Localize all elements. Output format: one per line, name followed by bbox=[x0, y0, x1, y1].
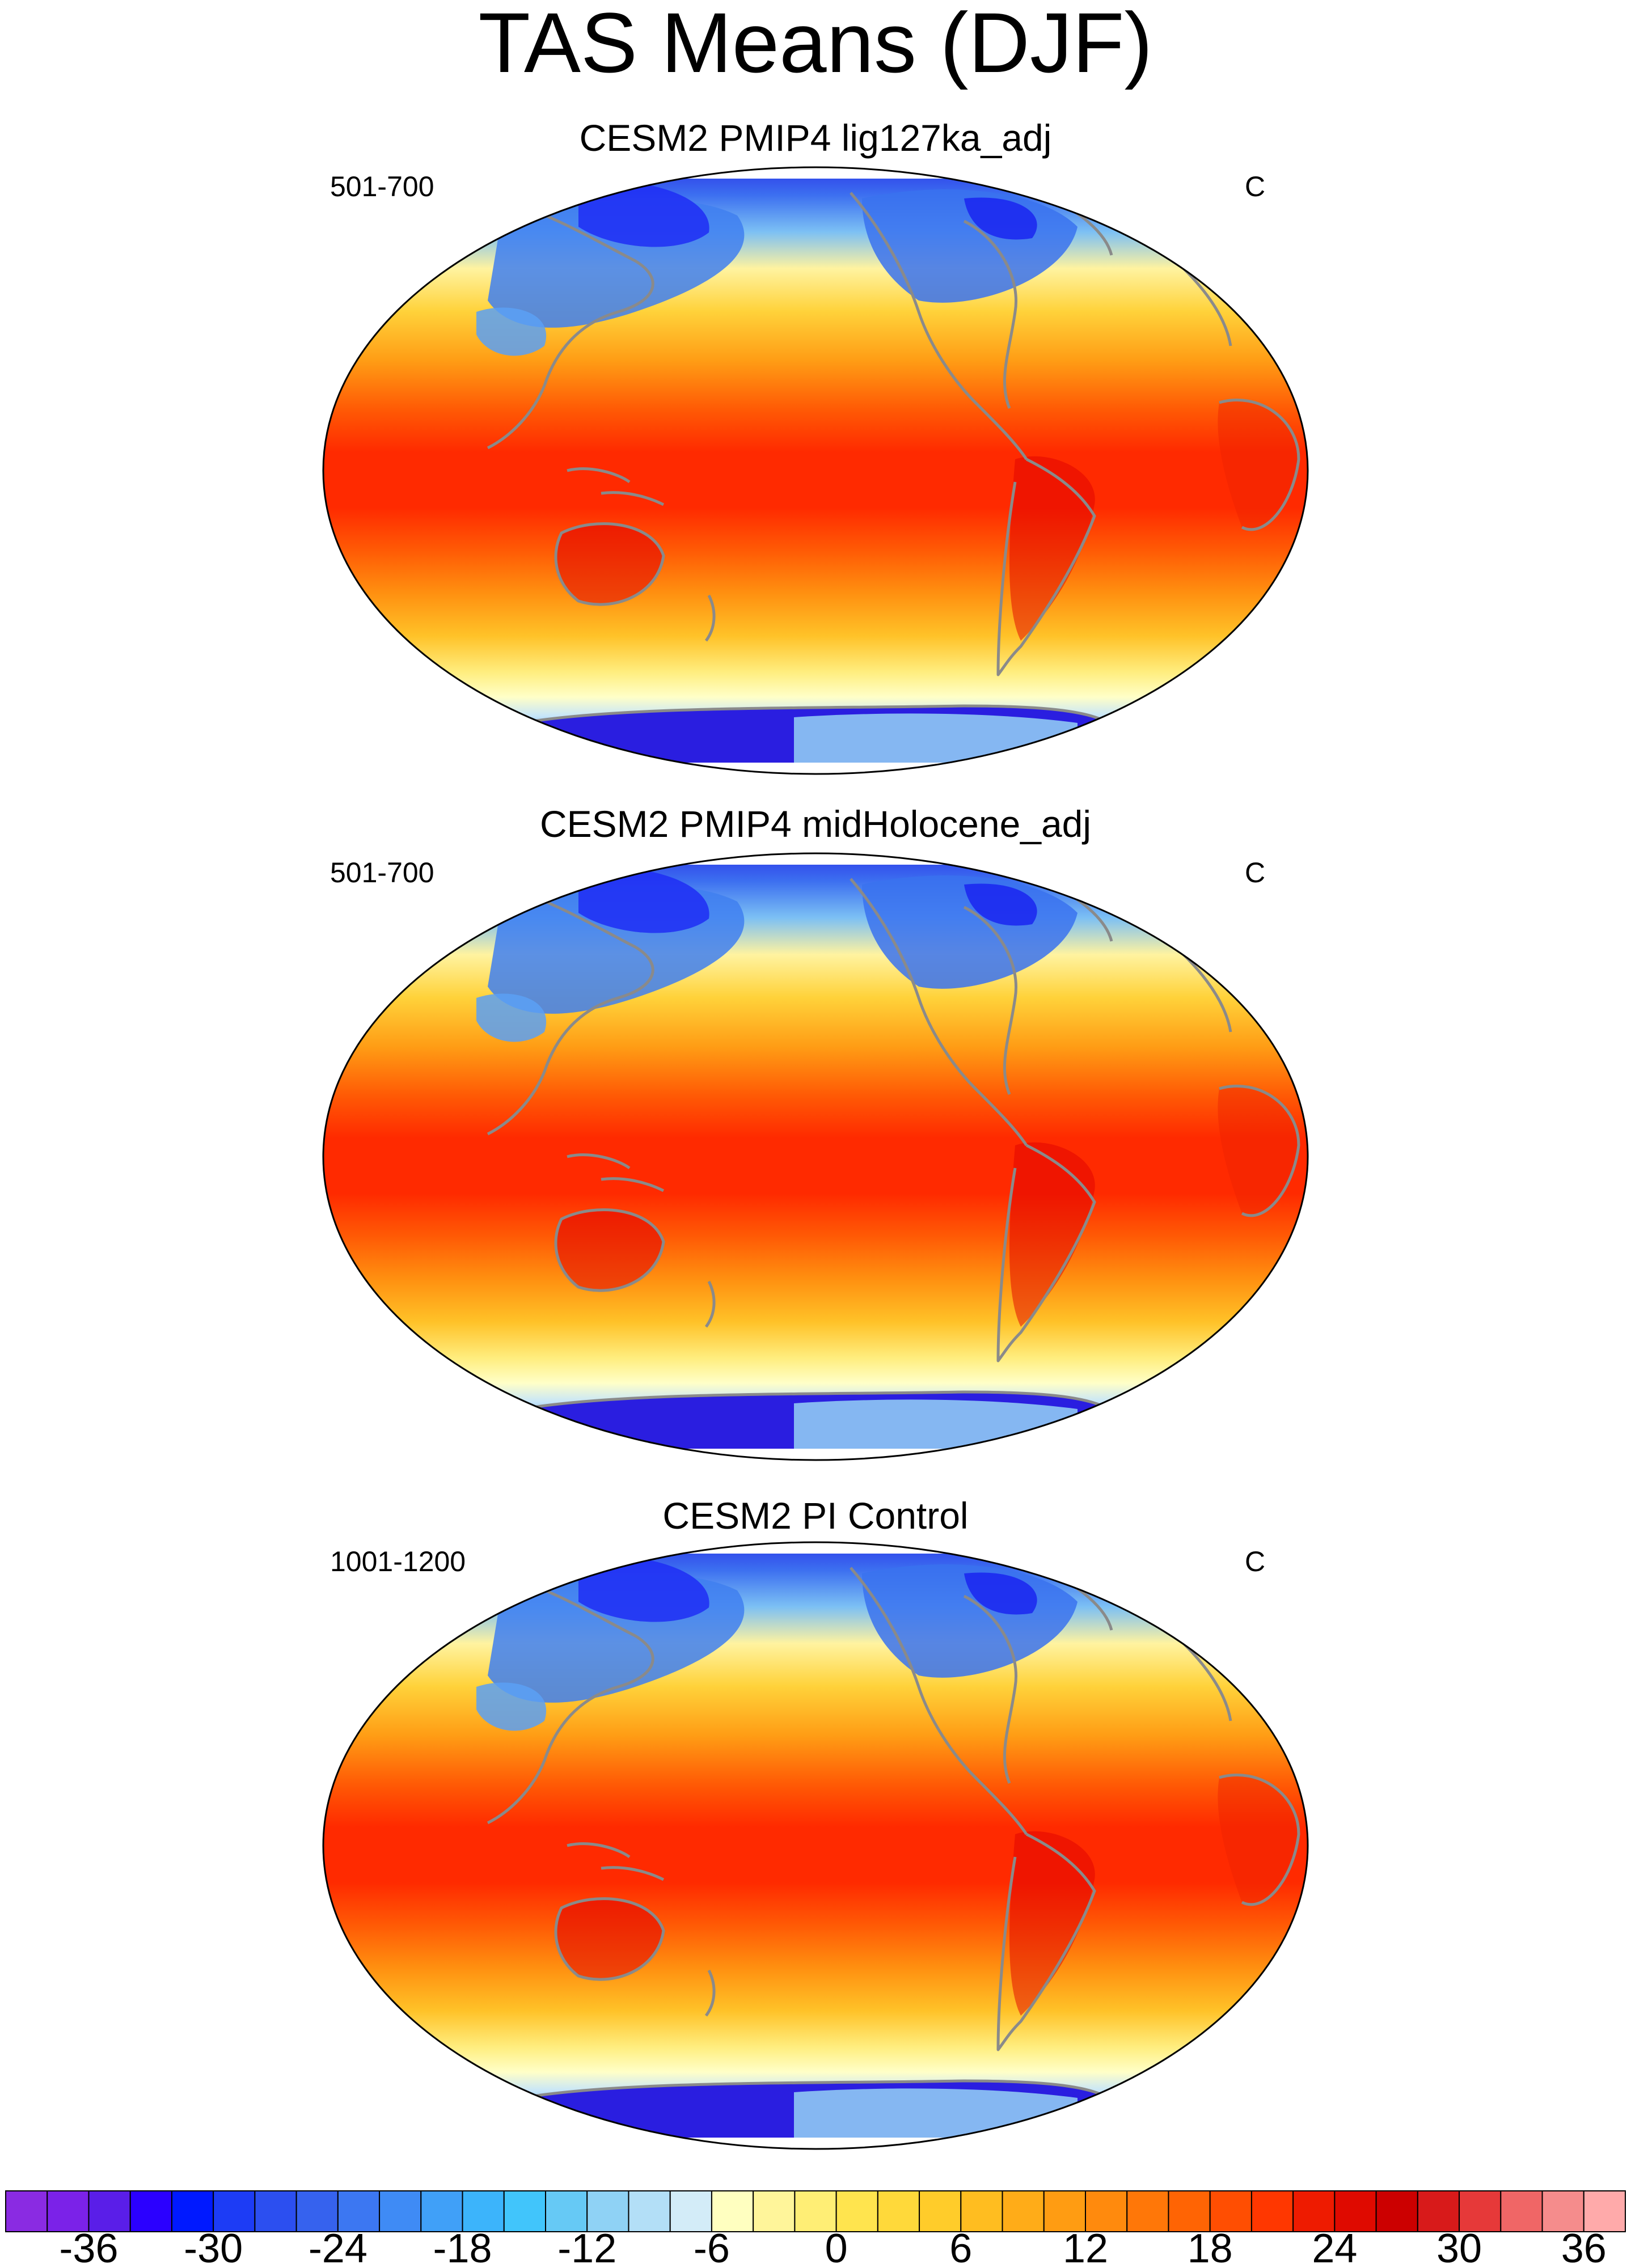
panel-2-period-label: 501-700 bbox=[330, 857, 434, 888]
colorbar-box bbox=[47, 2190, 90, 2232]
panel-1-title: CESM2 PMIP4 lig127ka_adj bbox=[579, 117, 1052, 159]
colorbar-tick-label: -18 bbox=[433, 2226, 492, 2268]
colorbar-box bbox=[1250, 2190, 1294, 2232]
colorbar-box bbox=[1459, 2190, 1502, 2232]
colorbar-box bbox=[88, 2190, 131, 2232]
colorbar-tick-label: -36 bbox=[59, 2226, 118, 2268]
colorbar-box bbox=[1085, 2190, 1128, 2232]
colorbar-tick-label: -6 bbox=[694, 2226, 730, 2268]
colorbar-box bbox=[129, 2190, 172, 2232]
colorbar-tick-label: 36 bbox=[1561, 2226, 1607, 2268]
colorbar-box bbox=[503, 2190, 546, 2232]
colorbar-box bbox=[5, 2190, 48, 2232]
colorbar-tick-label: -12 bbox=[557, 2226, 616, 2268]
colorbar-tick-label: -24 bbox=[309, 2226, 367, 2268]
colorbar-box bbox=[1168, 2190, 1211, 2232]
colorbar-tick-label: -30 bbox=[184, 2226, 243, 2268]
colorbar-box bbox=[1002, 2190, 1045, 2232]
colorbar-box bbox=[379, 2190, 422, 2232]
colorbar-box bbox=[1583, 2190, 1626, 2232]
panel-2-map bbox=[322, 852, 1309, 1461]
colorbar-box bbox=[1500, 2190, 1543, 2232]
colorbar-box bbox=[835, 2190, 878, 2232]
colorbar-box bbox=[1292, 2190, 1336, 2232]
panel-2-units-label: C bbox=[1245, 857, 1266, 888]
colorbar-tick-label: 12 bbox=[1063, 2226, 1108, 2268]
colorbar-box bbox=[794, 2190, 837, 2232]
panel-2-title: CESM2 PMIP4 midHolocene_adj bbox=[539, 803, 1092, 845]
colorbar-box bbox=[1334, 2190, 1377, 2232]
colorbar-tick-label: 0 bbox=[825, 2226, 848, 2268]
colorbar-box bbox=[1541, 2190, 1584, 2232]
panel-3-map bbox=[322, 1541, 1309, 2150]
panel-3-title: CESM2 PI Control bbox=[662, 1495, 969, 1537]
colorbar-tick-label: 24 bbox=[1312, 2226, 1357, 2268]
panel-1-period-label: 501-700 bbox=[330, 171, 434, 202]
colorbar-box bbox=[1126, 2190, 1169, 2232]
colorbar-box bbox=[919, 2190, 962, 2232]
colorbar-box bbox=[1209, 2190, 1252, 2232]
colorbar-box bbox=[254, 2190, 297, 2232]
colorbar-box bbox=[669, 2190, 712, 2232]
colorbar-box bbox=[1043, 2190, 1087, 2232]
panel-3-period-label: 1001-1200 bbox=[330, 1546, 466, 1577]
panel-3-units-label: C bbox=[1245, 1546, 1266, 1577]
colorbar-box bbox=[877, 2190, 920, 2232]
colorbar-box bbox=[753, 2190, 796, 2232]
figure-title: TAS Means (DJF) bbox=[478, 0, 1153, 90]
colorbar-box bbox=[628, 2190, 671, 2232]
colorbar-box bbox=[171, 2190, 214, 2232]
colorbar-tick-label: 6 bbox=[949, 2226, 972, 2268]
colorbar-tick-label: 18 bbox=[1188, 2226, 1233, 2268]
panel-1-map bbox=[322, 166, 1309, 775]
colorbar-box bbox=[1375, 2190, 1418, 2232]
colorbar-tick-label: 30 bbox=[1436, 2226, 1482, 2268]
panel-1-units-label: C bbox=[1245, 171, 1266, 202]
colorbar-box bbox=[711, 2190, 754, 2232]
colorbar-box bbox=[337, 2190, 381, 2232]
colorbar-box bbox=[586, 2190, 629, 2232]
